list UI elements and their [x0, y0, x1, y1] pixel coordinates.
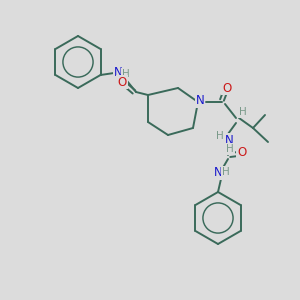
Text: H: H: [226, 144, 234, 154]
Text: N: N: [214, 167, 222, 179]
Text: O: O: [237, 146, 247, 158]
Text: N: N: [225, 134, 233, 146]
Text: N: N: [114, 65, 122, 79]
Text: N: N: [196, 94, 204, 107]
Text: H: H: [239, 107, 247, 117]
Text: H: H: [222, 167, 230, 177]
Text: H: H: [216, 131, 224, 141]
Text: O: O: [222, 82, 232, 94]
Text: H: H: [122, 69, 130, 79]
Text: O: O: [117, 76, 127, 88]
